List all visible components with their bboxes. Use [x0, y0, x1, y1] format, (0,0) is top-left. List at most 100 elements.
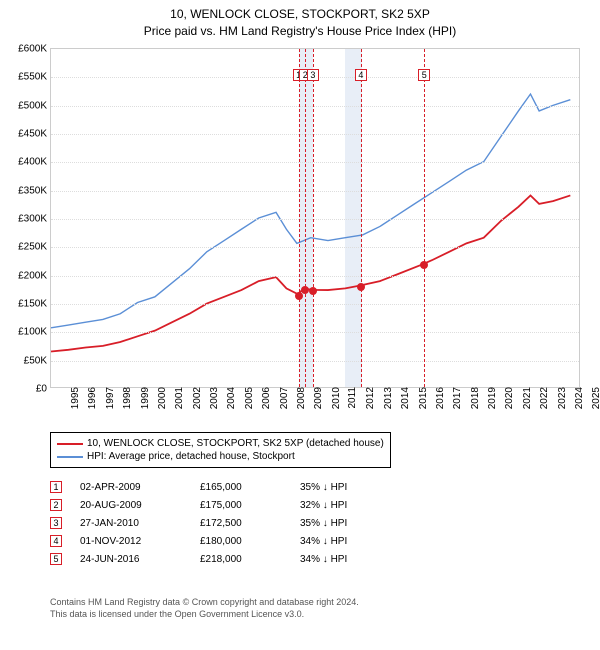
sale-row: 2 20-AUG-2009£175,00032% ↓ HPI — [50, 496, 400, 514]
grid-line-y — [51, 332, 579, 333]
sale-number-badge: 5 — [50, 553, 62, 565]
sale-number-badge: 3 — [50, 517, 62, 529]
y-axis-label: £300K — [18, 214, 51, 225]
sale-marker-line — [305, 49, 306, 387]
x-axis-label: 2021 — [518, 387, 533, 409]
sale-marker-line — [313, 49, 314, 387]
x-axis-label: 2016 — [431, 387, 446, 409]
sale-date: 27-JAN-2010 — [80, 518, 200, 529]
x-axis-label: 2017 — [448, 387, 463, 409]
x-axis-label: 2000 — [153, 387, 168, 409]
x-axis-label: 2013 — [379, 387, 394, 409]
legend-box: 10, WENLOCK CLOSE, STOCKPORT, SK2 5XP (d… — [50, 432, 391, 468]
grid-line-y — [51, 219, 579, 220]
x-axis-label: 1998 — [118, 387, 133, 409]
sale-row: 5 24-JUN-2016£218,00034% ↓ HPI — [50, 550, 400, 568]
footer-line1: Contains HM Land Registry data © Crown c… — [50, 596, 359, 608]
grid-line-y — [51, 276, 579, 277]
x-axis-label: 2002 — [187, 387, 202, 409]
sale-date: 24-JUN-2016 — [80, 554, 200, 565]
y-axis-label: £100K — [18, 327, 51, 338]
x-axis-label: 2005 — [240, 387, 255, 409]
sale-row: 3 27-JAN-2010£172,50035% ↓ HPI — [50, 514, 400, 532]
legend-item: HPI: Average price, detached house, Stoc… — [57, 450, 384, 463]
sale-number-badge: 1 — [50, 481, 62, 493]
x-axis-label: 2001 — [170, 387, 185, 409]
y-axis-label: £200K — [18, 270, 51, 281]
footer-line2: This data is licensed under the Open Gov… — [50, 608, 359, 620]
y-axis-label: £550K — [18, 72, 51, 83]
x-axis-label: 2004 — [222, 387, 237, 409]
x-axis-label: 1997 — [101, 387, 116, 409]
chart-container: 10, WENLOCK CLOSE, STOCKPORT, SK2 5XP Pr… — [0, 0, 600, 650]
legend-swatch — [57, 443, 83, 445]
sale-marker-line — [361, 49, 362, 387]
sale-marker-label: 5 — [418, 69, 430, 81]
sale-price: £172,500 — [200, 518, 300, 529]
x-axis-label: 2023 — [552, 387, 567, 409]
sale-number-badge: 4 — [50, 535, 62, 547]
x-axis-label: 2024 — [570, 387, 585, 409]
grid-line-y — [51, 106, 579, 107]
grid-line-y — [51, 134, 579, 135]
title-address: 10, WENLOCK CLOSE, STOCKPORT, SK2 5XP — [0, 6, 600, 23]
footer-attribution: Contains HM Land Registry data © Crown c… — [50, 596, 359, 620]
sale-date: 01-NOV-2012 — [80, 536, 200, 547]
x-axis-label: 2011 — [343, 387, 358, 409]
chart-plot-area: £0£50K£100K£150K£200K£250K£300K£350K£400… — [50, 48, 580, 388]
grid-line-y — [51, 162, 579, 163]
sale-marker-label: 4 — [355, 69, 367, 81]
sale-row: 4 01-NOV-2012£180,00034% ↓ HPI — [50, 532, 400, 550]
y-axis-label: £150K — [18, 299, 51, 310]
sale-marker-dot — [357, 283, 365, 291]
x-axis-label: 2009 — [309, 387, 324, 409]
sale-marker-label: 3 — [307, 69, 319, 81]
legend-swatch — [57, 456, 83, 458]
x-axis-label: 2007 — [274, 387, 289, 409]
sale-diff: 35% ↓ HPI — [300, 518, 400, 529]
grid-line-y — [51, 191, 579, 192]
x-axis-label: 2008 — [292, 387, 307, 409]
sale-diff: 32% ↓ HPI — [300, 500, 400, 511]
y-axis-label: £50K — [24, 355, 51, 366]
grid-line-y — [51, 361, 579, 362]
x-axis-label: 2006 — [257, 387, 272, 409]
x-axis-label: 2025 — [587, 387, 600, 409]
sale-marker-line — [299, 49, 300, 387]
legend-item: 10, WENLOCK CLOSE, STOCKPORT, SK2 5XP (d… — [57, 437, 384, 450]
sale-price: £218,000 — [200, 554, 300, 565]
sale-diff: 34% ↓ HPI — [300, 536, 400, 547]
sale-marker-dot — [309, 287, 317, 295]
x-axis-label: 2022 — [535, 387, 550, 409]
y-axis-label: £250K — [18, 242, 51, 253]
y-axis-label: £400K — [18, 157, 51, 168]
y-axis-label: £450K — [18, 129, 51, 140]
y-axis-label: £500K — [18, 100, 51, 111]
sales-table: 102-APR-2009£165,00035% ↓ HPI220-AUG-200… — [50, 478, 400, 568]
sale-row: 1 02-APR-2009£165,00035% ↓ HPI — [50, 478, 400, 496]
sale-diff: 34% ↓ HPI — [300, 554, 400, 565]
sale-price: £165,000 — [200, 482, 300, 493]
legend-label: HPI: Average price, detached house, Stoc… — [87, 451, 295, 462]
sale-number-badge: 2 — [50, 499, 62, 511]
sale-price: £175,000 — [200, 500, 300, 511]
x-axis-label: 2010 — [326, 387, 341, 409]
y-axis-label: £350K — [18, 185, 51, 196]
sale-date: 02-APR-2009 — [80, 482, 200, 493]
sale-price: £180,000 — [200, 536, 300, 547]
x-axis-label: 2018 — [465, 387, 480, 409]
x-axis-label: 2014 — [396, 387, 411, 409]
x-axis-label: 2012 — [361, 387, 376, 409]
x-axis-label: 1995 — [66, 387, 81, 409]
legend-label: 10, WENLOCK CLOSE, STOCKPORT, SK2 5XP (d… — [87, 438, 384, 449]
x-axis-label: 2003 — [205, 387, 220, 409]
x-axis-label: 2019 — [483, 387, 498, 409]
sale-date: 20-AUG-2009 — [80, 500, 200, 511]
x-axis-label: 2020 — [500, 387, 515, 409]
y-axis-label: £0 — [36, 384, 51, 395]
sale-marker-line — [424, 49, 425, 387]
title-block: 10, WENLOCK CLOSE, STOCKPORT, SK2 5XP Pr… — [0, 0, 600, 40]
sale-marker-dot — [420, 261, 428, 269]
x-axis-label: 1999 — [135, 387, 150, 409]
sale-diff: 35% ↓ HPI — [300, 482, 400, 493]
